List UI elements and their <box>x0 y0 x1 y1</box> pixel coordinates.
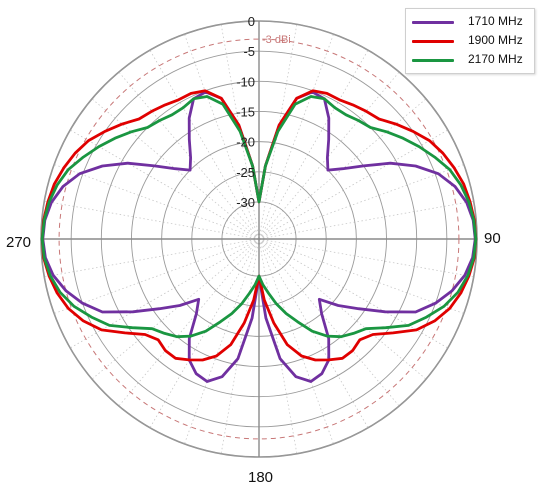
spoke-170 <box>258 238 298 454</box>
legend-label-2170: 2170 MHz <box>468 52 523 66</box>
spoke-30 <box>258 50 369 240</box>
spoke-150 <box>258 238 369 428</box>
spoke-300 <box>70 129 260 240</box>
legend-swatch-1710 <box>412 21 454 24</box>
spoke-130 <box>258 238 427 380</box>
reference-label: -3 dBi <box>262 34 291 46</box>
spoke-70 <box>258 164 464 240</box>
radial-tick-label: -5 <box>243 44 255 59</box>
spoke-220 <box>118 238 260 407</box>
spoke-160 <box>258 238 334 444</box>
spoke-280 <box>44 200 260 240</box>
radial-tick-label: -30 <box>236 195 255 210</box>
spoke-60 <box>258 129 448 240</box>
radial-tick-label: -20 <box>236 135 255 150</box>
spoke-250 <box>54 238 260 314</box>
spoke-240 <box>70 238 260 349</box>
legend-swatch-2170 <box>412 59 454 62</box>
polar-grid <box>40 20 478 458</box>
angle-label-90: 90 <box>484 230 501 247</box>
radial-tick-label: 0 <box>248 14 255 29</box>
spoke-120 <box>258 238 448 349</box>
spoke-100 <box>258 238 474 278</box>
spoke-290 <box>54 164 260 240</box>
radial-tick-label: -10 <box>236 74 255 89</box>
legend: 1710 MHz 1900 MHz 2170 MHz <box>405 8 535 74</box>
spoke-340 <box>184 34 260 240</box>
spoke-80 <box>258 200 474 240</box>
legend-swatch-1900 <box>412 40 454 43</box>
angle-label-270: 270 <box>6 234 32 251</box>
legend-label-1900: 1900 MHz <box>468 33 523 47</box>
spoke-200 <box>184 238 260 444</box>
spoke-190 <box>220 238 260 454</box>
legend-item-2170: 2170 MHz <box>412 51 532 69</box>
spoke-230 <box>91 238 260 380</box>
spoke-210 <box>149 238 260 428</box>
spoke-330 <box>149 50 260 240</box>
spoke-260 <box>44 238 260 278</box>
legend-item-1710: 1710 MHz <box>412 13 532 31</box>
legend-item-1900: 1900 MHz <box>412 32 532 50</box>
spoke-20 <box>258 34 334 240</box>
spoke-110 <box>258 238 464 314</box>
radial-tick-label: -15 <box>236 104 255 119</box>
spoke-320 <box>118 71 260 240</box>
spoke-140 <box>258 238 400 407</box>
series-line-2170-mhz <box>40 95 478 339</box>
reference-circle <box>58 38 460 440</box>
radial-tick-labels: 0 -5 -10 -15 -20 -25 -30 -3 dBi <box>236 14 291 210</box>
angle-label-180: 180 <box>248 469 274 486</box>
spoke-40 <box>258 71 400 240</box>
series-layer <box>40 89 478 383</box>
legend-label-1710: 1710 MHz <box>468 14 523 28</box>
radial-tick-label: -25 <box>236 165 255 180</box>
